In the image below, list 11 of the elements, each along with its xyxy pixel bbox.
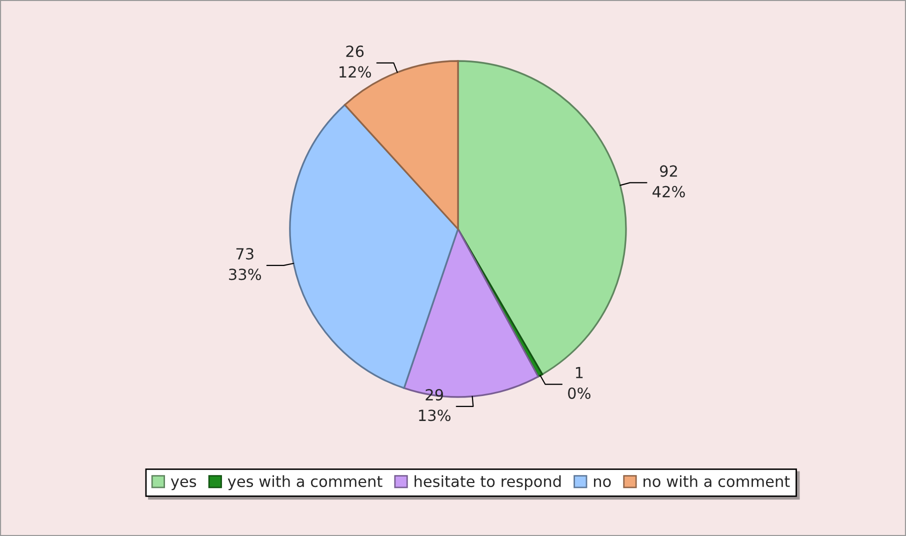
legend-label: no with a comment [644,475,790,488]
pie-slice [289,104,459,389]
data-label: 92 42% [652,165,685,198]
legend-label: yes with a comment [228,475,382,490]
legend-label: yes [170,478,196,490]
data-label: 1 0% [568,367,590,399]
legend-label: no [594,478,611,488]
legend-label: hesitate to respond [414,475,561,490]
data-label: 29 13% [419,389,450,422]
data-label: 26 12% [340,46,371,78]
data-label: 73 33% [229,248,262,280]
